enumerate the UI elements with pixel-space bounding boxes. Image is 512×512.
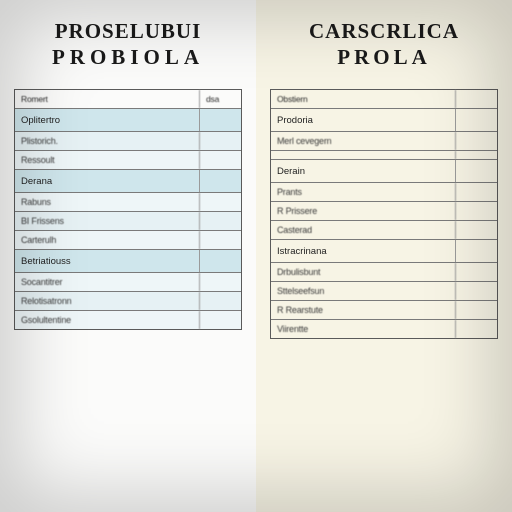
cell-value: [455, 263, 497, 281]
cell-value: [199, 151, 241, 169]
right-panel: CARSCRLICA PROLA Obstiern ProdoriaMerl c…: [256, 0, 512, 512]
cell-value: [455, 151, 497, 159]
right-heading-line1: CARSCRLICA: [270, 18, 498, 44]
cell-value: [455, 183, 497, 201]
cell-label: R Rearstute: [271, 301, 455, 319]
cell-label: Rabuns: [15, 193, 199, 211]
cell-label: Plistorich.: [15, 132, 199, 150]
table-row: Plistorich.: [15, 132, 241, 151]
table-row: Viirentte: [271, 320, 497, 338]
section-title: Prodoria: [271, 109, 455, 131]
cell-label: R Prissere: [271, 202, 455, 220]
section-title: Derana: [15, 170, 199, 192]
cell-value: [199, 273, 241, 291]
cell-value: [455, 282, 497, 300]
section-header-row: Istracrinana: [271, 240, 497, 263]
section-header-row: Betriatiouss: [15, 250, 241, 273]
table-row: Ressoult: [15, 151, 241, 170]
table-row: [271, 151, 497, 160]
section-side: [455, 160, 497, 182]
cell-label: Gsolultentine: [15, 311, 199, 329]
cell-label: Relotisatronn: [15, 292, 199, 310]
table-row: Relotisatronn: [15, 292, 241, 311]
section-title: Betriatiouss: [15, 250, 199, 272]
cell-value: [455, 221, 497, 239]
right-heading-line2: PROLA: [270, 44, 498, 70]
table-row: Prants: [271, 183, 497, 202]
section-header-row: Prodoria: [271, 109, 497, 132]
table-row: BI Frissens: [15, 212, 241, 231]
section-header-row: Oplitertro: [15, 109, 241, 132]
table-row: R Prissere: [271, 202, 497, 221]
cell-label: Casterad: [271, 221, 455, 239]
table-row: Casterad: [271, 221, 497, 240]
table-row: Merl cevegern: [271, 132, 497, 151]
cell-label: Sttelseefsun: [271, 282, 455, 300]
left-heading: PROSELUBUI PROBIOLA: [14, 18, 242, 71]
section-side: [199, 250, 241, 272]
cell-value: [455, 320, 497, 338]
left-heading-line2: PROBIOLA: [14, 44, 242, 70]
section-side: [199, 109, 241, 131]
section-title: Derain: [271, 160, 455, 182]
cell-label: Merl cevegern: [271, 132, 455, 150]
right-table: Obstiern ProdoriaMerl cevegern DerainPran…: [270, 89, 498, 339]
cell-value: [455, 202, 497, 220]
cell-value: [455, 301, 497, 319]
left-table-body: OplitertroPlistorich.RessoultDeranaRabun…: [15, 109, 241, 329]
section-side: [455, 240, 497, 262]
cell-label: Drbulisbunt: [271, 263, 455, 281]
section-title: Oplitertro: [15, 109, 199, 131]
table-row: Gsolultentine: [15, 311, 241, 329]
cell-label: [271, 151, 455, 159]
right-table-header: Obstiern: [271, 90, 497, 109]
section-header-row: Derain: [271, 160, 497, 183]
section-header-row: Derana: [15, 170, 241, 193]
right-table-body: ProdoriaMerl cevegern DerainPrantsR Priss…: [271, 109, 497, 338]
cell-value: [199, 292, 241, 310]
table-row: Drbulisbunt: [271, 263, 497, 282]
left-table: Romert dsa OplitertroPlistorich.Ressoult…: [14, 89, 242, 330]
col-header: Romert: [15, 90, 199, 108]
section-side: [455, 109, 497, 131]
cell-value: [455, 132, 497, 150]
col-header: [455, 90, 497, 108]
right-heading: CARSCRLICA PROLA: [270, 18, 498, 71]
comparison-page: PROSELUBUI PROBIOLA Romert dsa Oplitertr…: [0, 0, 512, 512]
cell-value: [199, 132, 241, 150]
section-side: [199, 170, 241, 192]
cell-value: [199, 193, 241, 211]
cell-label: Socantitrer: [15, 273, 199, 291]
col-header: dsa: [199, 90, 241, 108]
table-row: R Rearstute: [271, 301, 497, 320]
cell-label: BI Frissens: [15, 212, 199, 230]
left-panel: PROSELUBUI PROBIOLA Romert dsa Oplitertr…: [0, 0, 256, 512]
section-title: Istracrinana: [271, 240, 455, 262]
cell-label: Viirentte: [271, 320, 455, 338]
table-row: Socantitrer: [15, 273, 241, 292]
cell-label: Prants: [271, 183, 455, 201]
left-heading-line1: PROSELUBUI: [14, 18, 242, 44]
left-table-header: Romert dsa: [15, 90, 241, 109]
col-header: Obstiern: [271, 90, 455, 108]
table-row: Sttelseefsun: [271, 282, 497, 301]
table-row: Rabuns: [15, 193, 241, 212]
cell-value: [199, 231, 241, 249]
cell-value: [199, 212, 241, 230]
cell-value: [199, 311, 241, 329]
cell-label: Ressoult: [15, 151, 199, 169]
table-row: Carterulh: [15, 231, 241, 250]
cell-label: Carterulh: [15, 231, 199, 249]
